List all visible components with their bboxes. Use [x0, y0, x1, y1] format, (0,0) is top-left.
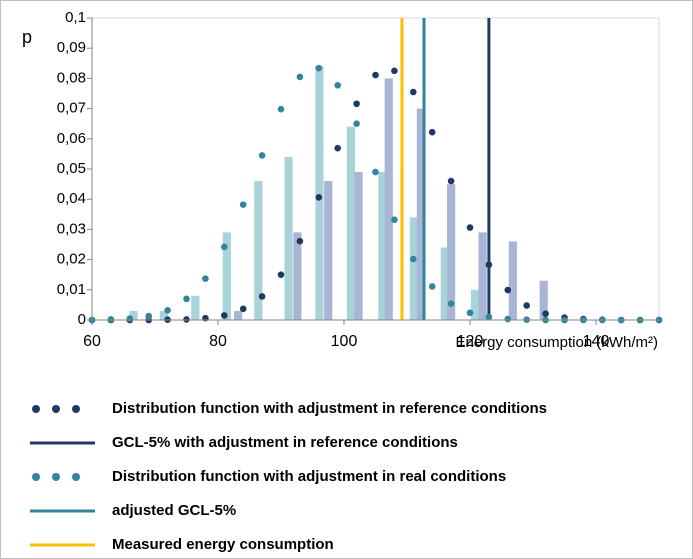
- y-tick-label: 0,1: [65, 9, 86, 26]
- dot: [258, 152, 266, 159]
- legend-symbol: [32, 405, 40, 413]
- x-tick-label: 60: [83, 333, 101, 350]
- bar: [324, 181, 333, 320]
- dot: [296, 73, 304, 81]
- bar: [508, 241, 517, 320]
- bar: [191, 295, 200, 320]
- dot: [277, 105, 285, 113]
- bar: [234, 310, 243, 320]
- bar: [447, 184, 456, 320]
- legend-symbol: [52, 473, 60, 481]
- dot: [391, 67, 398, 75]
- dot: [485, 261, 493, 269]
- bar: [159, 310, 168, 320]
- dot: [391, 216, 398, 224]
- dot: [315, 194, 323, 201]
- bar: [254, 181, 263, 320]
- dot: [239, 201, 247, 208]
- dot: [107, 316, 115, 323]
- bar: [129, 310, 138, 320]
- dot: [126, 315, 134, 322]
- y-tick-label: 0,09: [57, 39, 86, 56]
- bar: [293, 232, 302, 320]
- y-tick-label: 0,07: [57, 100, 86, 117]
- bar: [284, 156, 293, 320]
- x-tick-label: 100: [331, 333, 358, 350]
- dot: [334, 144, 342, 152]
- y-tick-label: 0: [78, 311, 86, 328]
- y-tick-label: 0,03: [57, 220, 86, 237]
- dot: [353, 100, 360, 108]
- dot: [447, 300, 455, 307]
- dot: [277, 271, 285, 279]
- bar: [440, 247, 449, 320]
- dot: [334, 82, 342, 89]
- y-tick-label: 0,05: [57, 160, 86, 177]
- dot: [372, 71, 379, 79]
- dot: [221, 243, 228, 251]
- dot: [504, 286, 512, 294]
- dot: [372, 168, 379, 176]
- bar: [354, 172, 363, 320]
- legend-label: Distribution function with adjustment in…: [112, 468, 506, 485]
- dot: [315, 64, 323, 72]
- bar: [539, 280, 548, 320]
- dot: [523, 302, 530, 309]
- y-tick-label: 0,01: [57, 281, 86, 298]
- legend-label: Distribution function with adjustment in…: [112, 400, 547, 417]
- x-tick-label: 120: [457, 333, 484, 350]
- dot: [466, 309, 474, 317]
- legend-label: adjusted GCL-5%: [112, 502, 236, 519]
- bar: [478, 232, 487, 320]
- bar: [384, 78, 393, 321]
- dot: [353, 120, 360, 127]
- bar: [346, 126, 356, 320]
- dot: [410, 255, 417, 263]
- legend-symbol: [72, 473, 80, 481]
- y-tick-label: 0,02: [57, 251, 86, 268]
- dot: [221, 312, 228, 319]
- dot: [504, 315, 512, 323]
- dot: [183, 316, 190, 323]
- dot: [296, 237, 304, 245]
- y-tick-label: 0,08: [57, 69, 86, 86]
- dot: [258, 293, 266, 300]
- dot: [447, 177, 455, 185]
- legend-label: GCL-5% with adjustment in reference cond…: [112, 434, 458, 451]
- legend-symbol: [52, 405, 60, 413]
- bar: [315, 66, 324, 320]
- legend-symbol: [72, 405, 80, 413]
- bar: [409, 217, 419, 320]
- x-tick-label: 80: [209, 333, 227, 350]
- dot: [145, 312, 152, 320]
- bar: [470, 289, 480, 320]
- dot: [164, 307, 171, 314]
- bar: [378, 172, 387, 320]
- y-tick-label: 0,04: [57, 190, 86, 207]
- bar: [222, 232, 231, 320]
- dot: [410, 88, 417, 96]
- dot: [542, 310, 549, 317]
- dot: [466, 224, 474, 231]
- legend-label: Measured energy consumption: [112, 536, 334, 553]
- y-axis-label: p: [22, 27, 32, 47]
- dot: [183, 295, 190, 303]
- dot: [202, 275, 209, 282]
- x-tick-label: 140: [583, 333, 610, 350]
- x-axis-label: Energy consumption (kWh/m²): [455, 334, 658, 351]
- y-tick-label: 0,06: [57, 130, 86, 147]
- dot: [428, 283, 436, 290]
- dot: [485, 313, 493, 321]
- dot: [428, 128, 436, 136]
- legend-symbol: [32, 473, 40, 481]
- bar: [416, 108, 425, 320]
- dot: [239, 305, 247, 313]
